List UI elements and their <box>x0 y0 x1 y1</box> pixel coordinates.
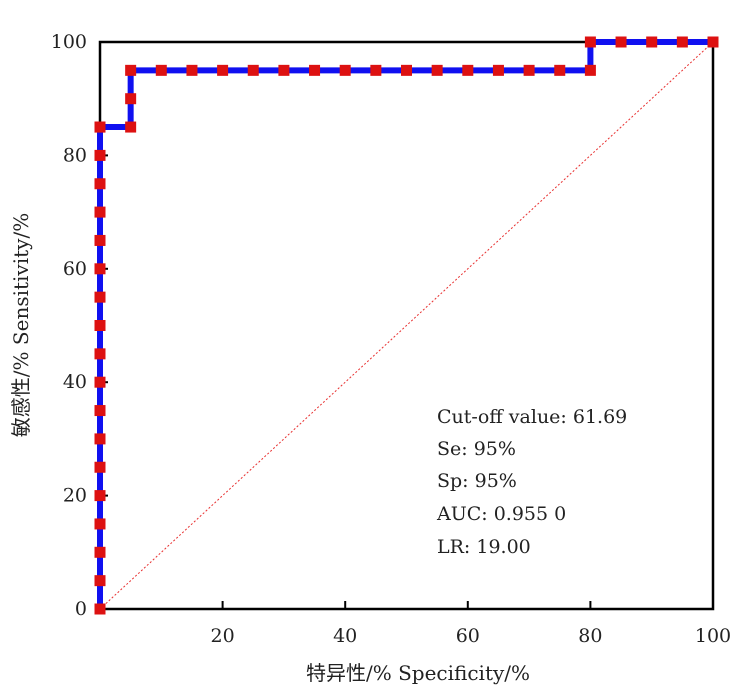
x-tick-label: 100 <box>695 625 731 647</box>
roc-point <box>431 64 443 76</box>
roc-markers <box>94 36 719 615</box>
roc-point <box>676 36 688 48</box>
roc-point <box>707 36 719 48</box>
roc-point <box>94 348 106 360</box>
roc-point <box>339 64 351 76</box>
roc-point <box>492 64 504 76</box>
roc-point <box>217 64 229 76</box>
x-tick-label: 20 <box>211 625 235 647</box>
y-axis-title: 敏感性/% Sensitivity/% <box>9 213 33 437</box>
roc-point <box>155 64 167 76</box>
roc-point <box>125 64 137 76</box>
y-tick-label: 60 <box>63 258 87 280</box>
x-axis: 20 40 60 80 100 <box>211 601 731 647</box>
roc-point <box>94 121 106 133</box>
roc-point <box>94 263 106 275</box>
x-tick-label: 80 <box>578 625 602 647</box>
y-tick-label: 20 <box>63 485 87 507</box>
x-tick-label: 60 <box>456 625 480 647</box>
roc-point <box>462 64 474 76</box>
x-axis-title: 特异性/% Specificity/% <box>306 661 530 685</box>
y-tick-label: 40 <box>63 371 87 393</box>
roc-point <box>94 405 106 417</box>
specificity-annotation: Sp: 95% <box>437 470 517 492</box>
roc-point <box>125 121 137 133</box>
roc-point <box>646 36 658 48</box>
y-tick-label: 80 <box>63 144 87 166</box>
roc-point <box>309 64 321 76</box>
y-tick-label: 100 <box>51 31 87 53</box>
roc-point <box>94 234 106 246</box>
roc-point <box>278 64 290 76</box>
roc-point <box>94 575 106 587</box>
auc-annotation: AUC: 0.955 0 <box>436 503 566 525</box>
roc-point <box>94 291 106 303</box>
roc-point <box>94 518 106 530</box>
roc-point <box>94 603 106 615</box>
roc-point <box>94 206 106 218</box>
roc-point <box>584 64 596 76</box>
roc-point <box>554 64 566 76</box>
x-tick-label: 40 <box>333 625 357 647</box>
roc-point <box>370 64 382 76</box>
roc-point <box>186 64 198 76</box>
roc-point <box>125 93 137 105</box>
roc-point <box>94 149 106 161</box>
sensitivity-annotation: Se: 95% <box>437 438 516 460</box>
roc-point <box>401 64 412 76</box>
roc-point <box>94 376 106 388</box>
roc-point <box>615 36 627 48</box>
y-tick-label: 0 <box>75 598 87 620</box>
reference-line <box>99 41 714 610</box>
roc-point <box>94 461 106 473</box>
roc-point <box>94 546 106 558</box>
roc-point <box>94 433 106 445</box>
lr-annotation: LR: 19.00 <box>437 536 531 558</box>
roc-point <box>584 36 596 48</box>
cutoff-annotation: Cut-off value: 61.69 <box>437 406 627 428</box>
roc-point <box>94 178 106 190</box>
roc-point <box>94 320 106 331</box>
annotation-block: Cut-off value: 61.69 Se: 95% Sp: 95% AUC… <box>436 406 627 558</box>
roc-point <box>523 64 535 76</box>
roc-point <box>247 64 259 76</box>
roc-point <box>94 490 106 502</box>
